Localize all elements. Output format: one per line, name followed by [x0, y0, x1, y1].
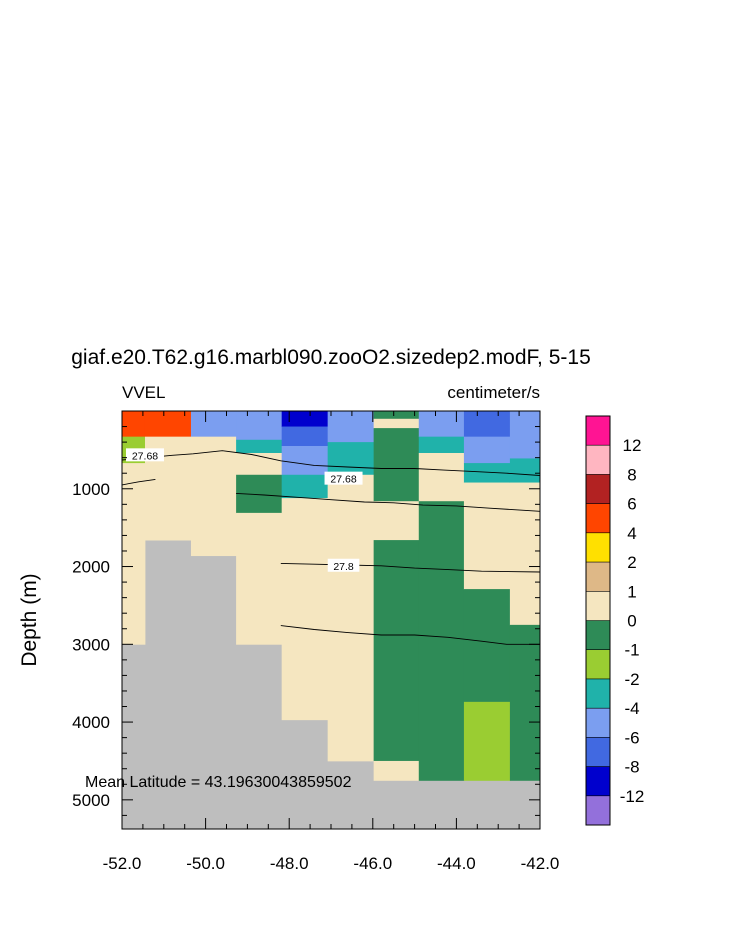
- y-tick-label: 2000: [72, 558, 110, 577]
- plot-frame: [121, 410, 541, 830]
- colorbar-swatch: [586, 678, 610, 709]
- heatmap-cell: [281, 446, 329, 476]
- contour-label: 27.68: [330, 474, 356, 486]
- heatmap-cell: [122, 411, 146, 438]
- colorbar-level-label: 8: [627, 465, 636, 484]
- heatmap-cell: [373, 418, 420, 429]
- colorbar-level-label: 0: [627, 612, 636, 631]
- x-tick-labels: -52.0 -50.0 -48.0 -46.0 -44.0 -42.0: [103, 854, 560, 873]
- colorbar-level-label: 2: [627, 553, 636, 572]
- contour-label: 27.8: [333, 561, 354, 573]
- x-tick-label: -42.0: [521, 854, 560, 873]
- heatmap-cell: [236, 439, 283, 454]
- heatmap-cell: [463, 463, 511, 483]
- colorbar-swatch: [586, 795, 610, 826]
- colorbar-swatch: [586, 474, 610, 504]
- heatmap-cell: [463, 701, 511, 781]
- heatmap-cell: [190, 436, 237, 557]
- contour-line: [121, 450, 541, 476]
- heatmap-cell: [373, 540, 420, 762]
- heatmap-cell: [463, 411, 511, 438]
- heatmap-cell: [509, 411, 541, 459]
- colorbar-level-label: 6: [627, 495, 636, 514]
- colorbar-level-label: -8: [624, 758, 639, 777]
- heatmap-cell: [190, 411, 237, 438]
- heatmap-cell: [463, 482, 511, 590]
- heatmap-cell: [122, 463, 146, 645]
- colorbar-swatch: [586, 416, 610, 446]
- heatmap-cell: [463, 589, 511, 703]
- contour-lines: 27.68 27.68 27.8: [121, 448, 541, 645]
- heatmap-cell: [281, 411, 329, 427]
- units-label: centimeter/s: [447, 383, 540, 402]
- heatmap-cell: [281, 426, 329, 447]
- heatmap-cell: [509, 482, 541, 626]
- contour-label-bg: [324, 471, 363, 485]
- colorbar-level-label: -12: [620, 787, 645, 806]
- variable-label: VVEL: [122, 383, 165, 402]
- contour-label-bg: [125, 448, 164, 462]
- colorbar-level-label: -2: [624, 670, 639, 689]
- y-axis-label: Depth (m): [18, 573, 41, 666]
- heatmap-cell: [418, 501, 465, 781]
- contour-line: [280, 562, 541, 573]
- heatmap-cell: [327, 474, 375, 762]
- heatmap-cell: [418, 436, 465, 454]
- colorbar-swatch: [586, 591, 610, 621]
- contour-label: 27.68: [132, 450, 158, 462]
- colorbar-swatch: [586, 562, 610, 592]
- y-tick-label: 3000: [72, 635, 110, 654]
- heatmap-cell: [281, 498, 329, 721]
- x-tick-label: -44.0: [437, 854, 476, 873]
- colorbar-swatch: [586, 737, 610, 767]
- contour-line: [280, 625, 540, 645]
- heatmap-cell: [144, 411, 192, 438]
- heatmap-cell: [373, 760, 420, 781]
- heatmap-cell: [373, 501, 420, 541]
- y-tick-labels: 1000 2000 3000 4000 5000: [72, 480, 110, 810]
- x-tick-label: -52.0: [103, 854, 142, 873]
- chart-title: giaf.e20.T62.g16.marbl090.zooO2.sizedep2…: [71, 346, 591, 369]
- heatmap-cell: [509, 458, 541, 483]
- colorbar-level-label: 4: [627, 524, 636, 543]
- heatmap-cell: [418, 411, 465, 438]
- colorbar-swatch: [586, 532, 610, 563]
- colorbar-swatch: [586, 445, 610, 475]
- colorbar-swatch: [586, 766, 610, 797]
- heatmap-cell: [509, 624, 541, 781]
- heatmap-cell: [327, 411, 375, 443]
- heatmap-cell: [236, 411, 283, 441]
- colorbar-swatch: [586, 503, 610, 534]
- y-tick-label: 5000: [72, 791, 110, 810]
- contour-line: [121, 478, 156, 486]
- colorbar-swatch: [586, 620, 610, 651]
- colorbar-swatch: [586, 708, 610, 738]
- heatmap-cell: [373, 411, 420, 420]
- x-tick-label: -48.0: [270, 854, 309, 873]
- contour-label-bg: [327, 558, 360, 572]
- heatmap-cell: [281, 474, 329, 499]
- colorbar: 12 8 6 4 2 1 0 -1 -2 -4 -6 -8 -12: [585, 415, 645, 826]
- contour-line: [236, 492, 541, 512]
- colorbar-level-label: -1: [624, 641, 639, 660]
- mean-latitude-annotation: Mean Latitude = 43.19630043859502: [85, 774, 352, 791]
- heatmap-cell: [236, 512, 283, 645]
- heatmap-cell: [327, 442, 375, 476]
- heatmap-cell: [463, 436, 511, 464]
- x-tick-label: -50.0: [186, 854, 225, 873]
- colorbar-level-label: -6: [624, 728, 639, 747]
- heatmap-cell: [373, 428, 420, 502]
- colorbar-level-label: 12: [623, 436, 642, 455]
- colorbar-swatch: [586, 649, 610, 680]
- heatmap-cell: [418, 452, 465, 502]
- x-tick-label: -46.0: [353, 854, 392, 873]
- colorbar-level-label: -4: [624, 699, 639, 718]
- y-tick-label: 4000: [72, 713, 110, 732]
- colorbar-level-label: 1: [627, 582, 636, 601]
- y-tick-label: 1000: [72, 480, 110, 499]
